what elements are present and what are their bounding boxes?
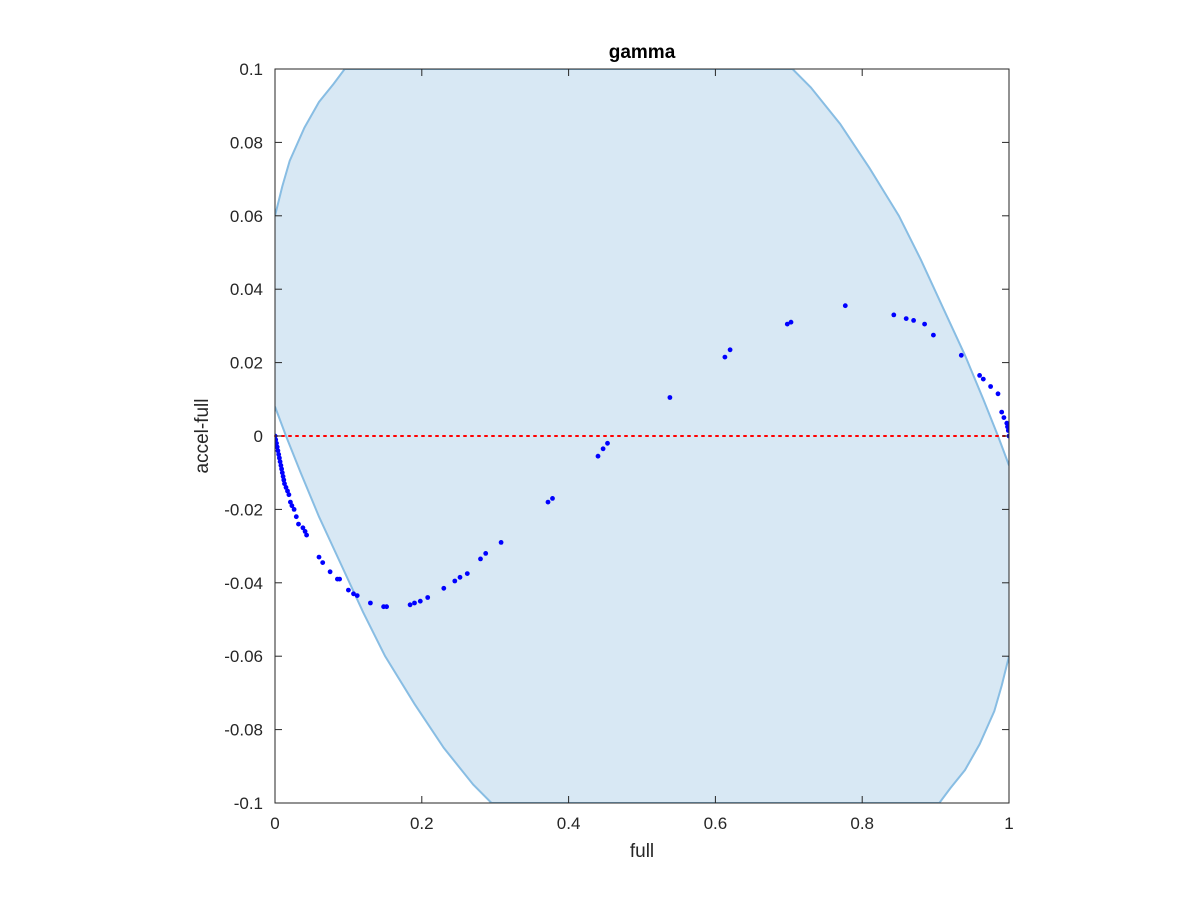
data-point bbox=[903, 316, 909, 321]
data-point bbox=[327, 569, 333, 575]
data-point bbox=[282, 481, 287, 487]
data-point bbox=[722, 354, 728, 360]
x-tick-label: 0.6 bbox=[704, 814, 728, 833]
data-point bbox=[275, 448, 281, 454]
y-tick-label: -0.1 bbox=[234, 794, 263, 813]
y-tick-label: 0.1 bbox=[239, 60, 263, 79]
data-point bbox=[931, 332, 936, 338]
data-point bbox=[300, 525, 306, 531]
data-point bbox=[276, 452, 282, 457]
data-point bbox=[384, 604, 389, 610]
data-point bbox=[977, 373, 982, 378]
x-axis-ticks: 0 0.2 0.4 0.6 0.8 1 bbox=[270, 69, 1014, 833]
data-point bbox=[296, 521, 301, 527]
data-point bbox=[368, 600, 373, 606]
data-point bbox=[452, 578, 458, 584]
y-tick-label: 0.08 bbox=[230, 133, 263, 152]
data-point bbox=[275, 437, 279, 443]
data-point bbox=[842, 303, 848, 309]
data-point bbox=[1001, 415, 1007, 420]
y-tick-label: 0.06 bbox=[230, 207, 263, 226]
data-point bbox=[346, 587, 351, 593]
data-point bbox=[478, 556, 483, 562]
data-point bbox=[922, 321, 927, 327]
data-point bbox=[457, 574, 463, 580]
data-point bbox=[286, 492, 292, 498]
data-point bbox=[354, 593, 360, 598]
scatter-points-layer bbox=[275, 303, 1009, 610]
data-point bbox=[995, 391, 1001, 397]
data-point bbox=[302, 529, 308, 534]
data-point bbox=[600, 446, 606, 452]
data-point bbox=[277, 459, 283, 465]
data-point bbox=[788, 319, 794, 325]
data-point bbox=[316, 554, 322, 560]
data-point bbox=[291, 507, 297, 512]
data-point bbox=[337, 576, 342, 582]
data-point bbox=[275, 440, 279, 446]
data-point bbox=[281, 477, 287, 483]
data-point bbox=[958, 352, 964, 358]
y-axis-label: accel-full bbox=[192, 399, 213, 474]
data-point bbox=[441, 585, 447, 591]
data-point bbox=[988, 384, 993, 389]
data-point bbox=[464, 571, 470, 576]
data-point bbox=[545, 499, 551, 505]
data-point bbox=[911, 318, 916, 323]
x-tick-label: 0.2 bbox=[410, 814, 434, 833]
data-point bbox=[407, 602, 413, 608]
data-point bbox=[283, 485, 289, 490]
confidence-region-lower-edge bbox=[275, 406, 1009, 803]
data-point bbox=[595, 453, 601, 459]
data-point bbox=[417, 598, 423, 604]
data-point bbox=[275, 444, 280, 450]
y-tick-label: -0.02 bbox=[224, 500, 263, 519]
y-tick-label: -0.04 bbox=[224, 574, 263, 593]
data-point bbox=[320, 560, 326, 565]
y-axis-ticks: -0.1 -0.08 -0.06 -0.04 -0.02 0 0.02 0.04 0.06 0.0… bbox=[224, 60, 1009, 813]
data-point bbox=[784, 321, 790, 327]
x-axis-label: full bbox=[630, 841, 654, 862]
data-point bbox=[289, 503, 295, 509]
data-point bbox=[483, 551, 489, 556]
data-point bbox=[277, 455, 282, 461]
data-point bbox=[285, 488, 290, 494]
y-tick-label: 0.04 bbox=[230, 280, 263, 299]
data-point bbox=[550, 496, 555, 501]
data-point bbox=[279, 466, 284, 472]
data-point bbox=[1005, 428, 1009, 433]
data-point bbox=[727, 347, 733, 353]
data-point bbox=[605, 440, 610, 446]
data-point bbox=[293, 514, 299, 520]
data-point bbox=[279, 470, 285, 476]
x-tick-label: 0.4 bbox=[557, 814, 581, 833]
y-tick-label: -0.06 bbox=[224, 647, 263, 666]
data-point bbox=[999, 409, 1005, 415]
chart-title: gamma bbox=[609, 42, 676, 63]
y-tick-label: 0.02 bbox=[230, 354, 263, 373]
x-tick-label: 1 bbox=[1004, 814, 1013, 833]
data-point bbox=[280, 474, 286, 479]
data-point bbox=[1004, 420, 1009, 426]
x-tick-label: 0.8 bbox=[850, 814, 874, 833]
y-tick-label: -0.08 bbox=[224, 721, 263, 740]
y-tick-label: 0 bbox=[254, 427, 263, 446]
x-tick-label: 0 bbox=[270, 814, 279, 833]
data-point bbox=[351, 591, 356, 597]
data-point bbox=[498, 540, 504, 545]
data-point bbox=[278, 463, 284, 468]
data-point bbox=[667, 395, 673, 400]
data-point bbox=[1005, 424, 1009, 430]
data-point bbox=[425, 595, 431, 600]
data-point bbox=[980, 376, 986, 382]
data-point bbox=[412, 600, 417, 606]
confidence-region-upper-edge bbox=[275, 69, 1009, 466]
data-point bbox=[288, 499, 293, 505]
data-point bbox=[891, 312, 897, 318]
data-point bbox=[304, 532, 309, 538]
